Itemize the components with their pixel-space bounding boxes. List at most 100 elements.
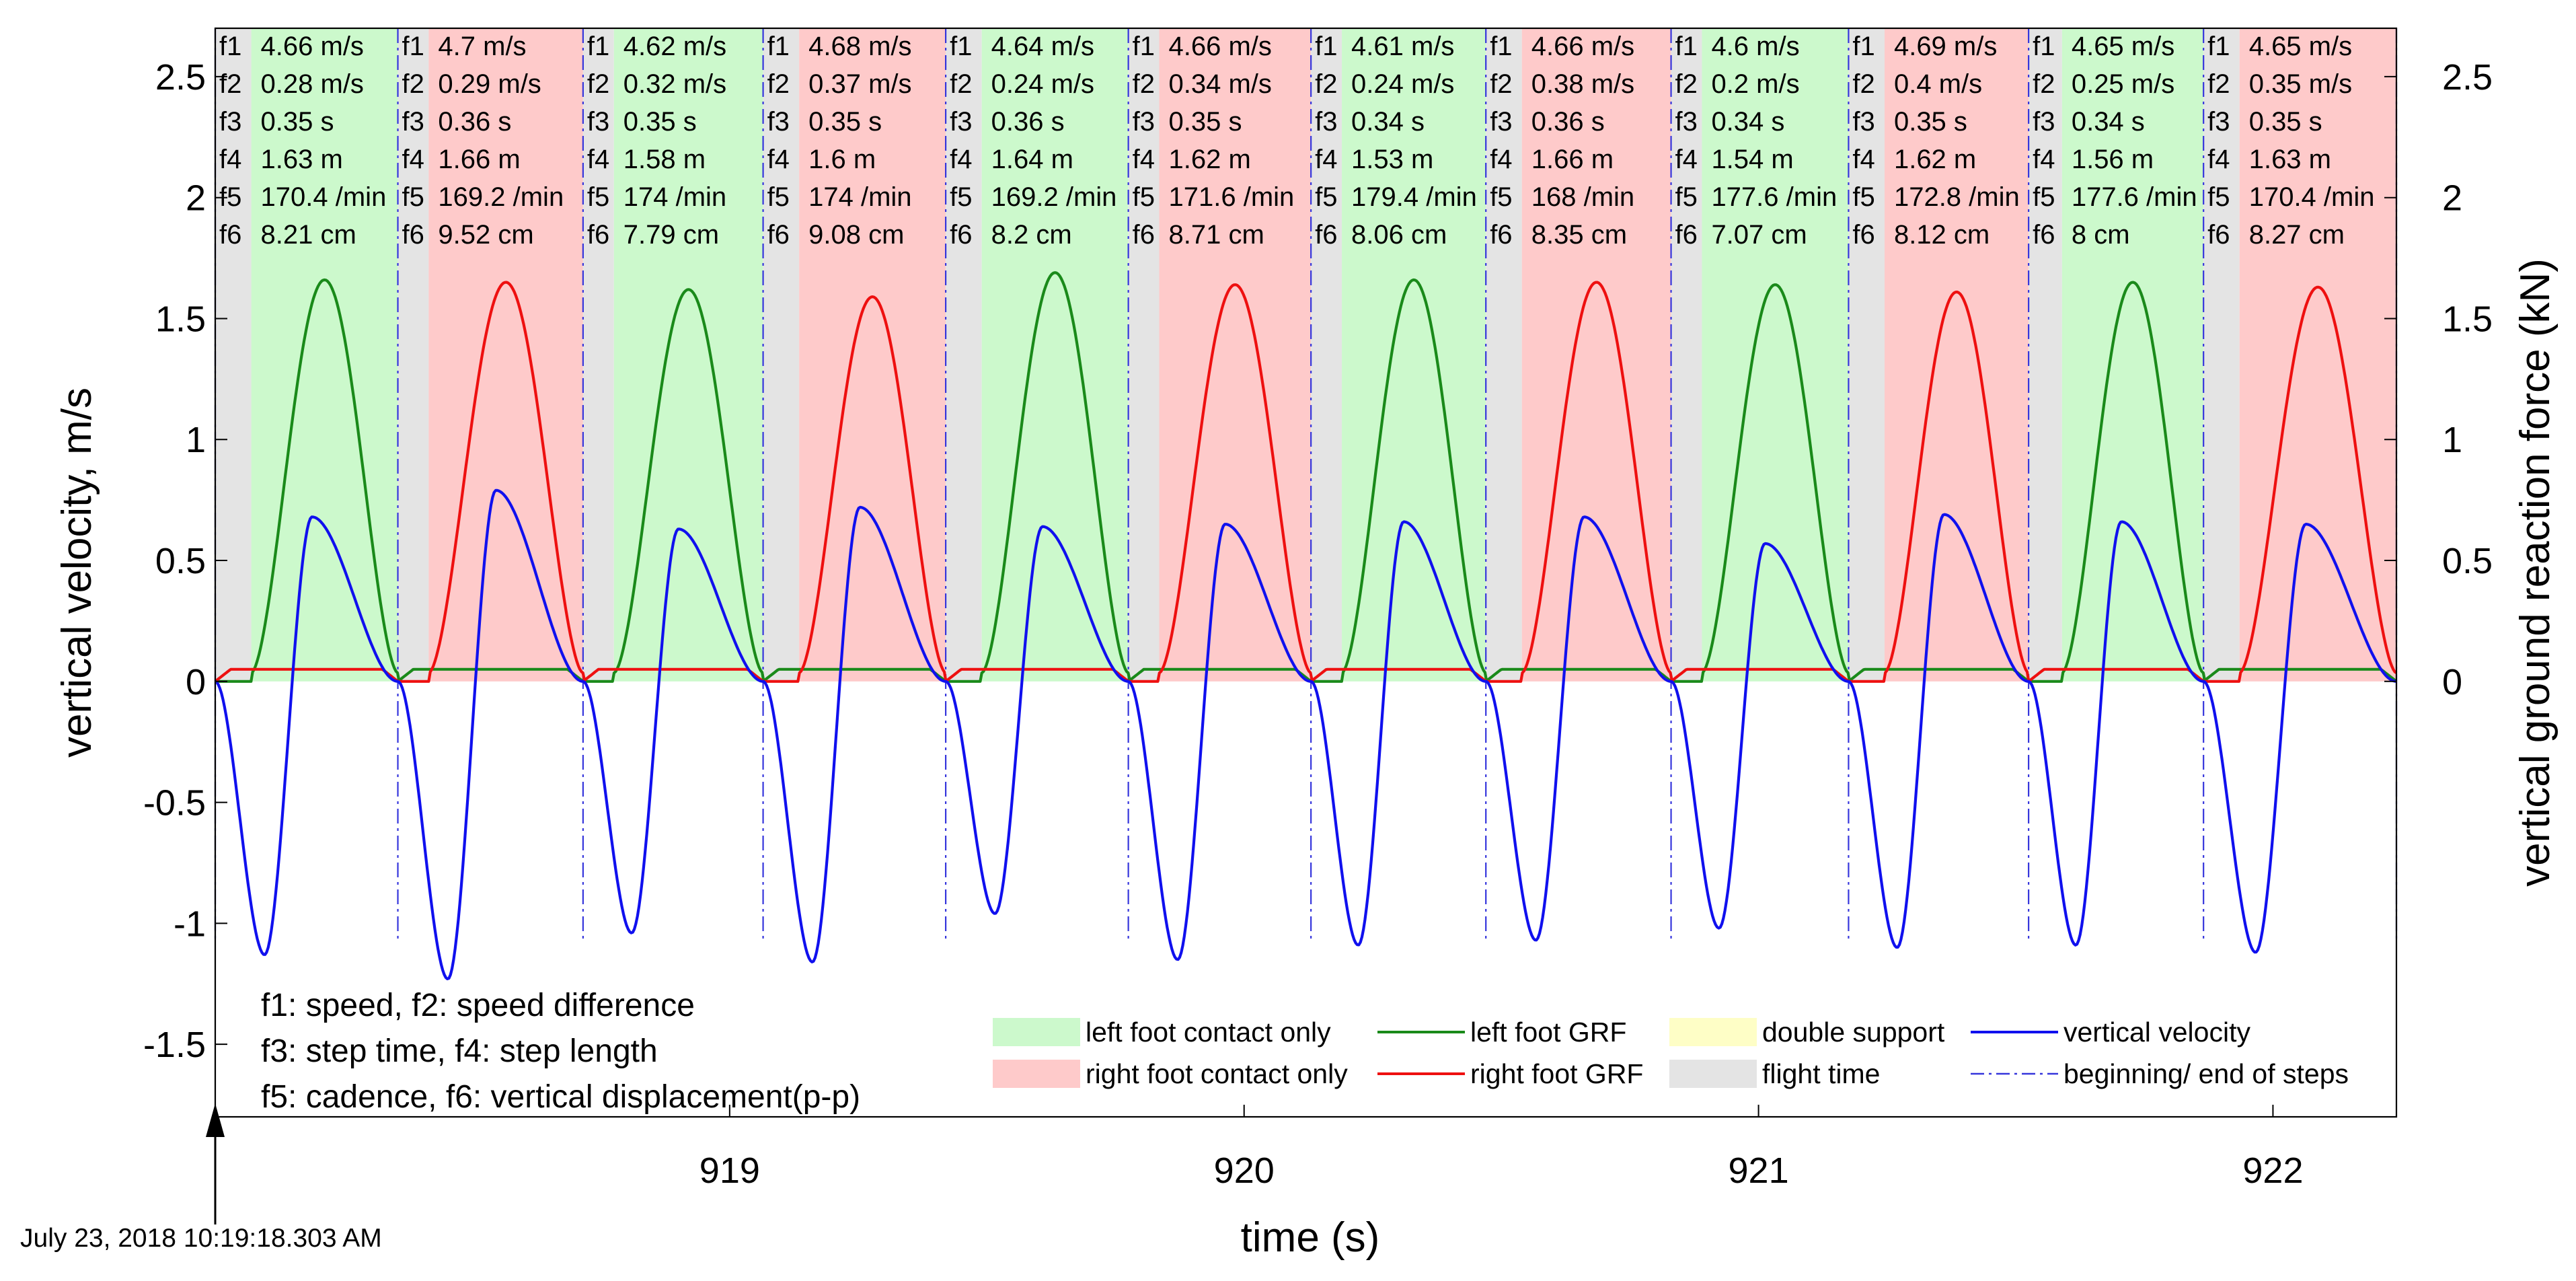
step-4-value-f5: 174 /min xyxy=(808,182,911,212)
step-12-value-f2: 0.35 m/s xyxy=(2249,69,2352,99)
step-6-value-f1: 4.66 m/s xyxy=(1169,32,1272,61)
legend-left-foot-grf-label: left foot GRF xyxy=(1470,1017,1626,1048)
step-1-key-f6: f6 xyxy=(219,220,241,250)
flight-region-5 xyxy=(946,28,982,682)
right-contact-region-2 xyxy=(428,28,583,682)
legend-right-foot-contact-only-swatch xyxy=(993,1060,1080,1088)
step-10-key-f1: f1 xyxy=(1852,32,1874,61)
step-10-key-f6: f6 xyxy=(1852,220,1874,250)
step-7-key-f4: f4 xyxy=(1315,145,1337,174)
flight-region-10 xyxy=(1848,28,1885,682)
flight-region-9 xyxy=(1671,28,1702,682)
step-5-key-f5: f5 xyxy=(950,182,972,212)
step-7-value-f4: 1.53 m xyxy=(1351,145,1433,174)
step-3-value-f3: 0.35 s xyxy=(623,107,697,137)
step-10-value-f6: 8.12 cm xyxy=(1894,220,1990,250)
step-11-value-f1: 4.65 m/s xyxy=(2072,32,2174,61)
step-8-value-f5: 168 /min xyxy=(1531,182,1634,212)
right-contact-region-4 xyxy=(799,28,946,682)
feature-note-3: f5: cadence, f6: vertical displacement(p… xyxy=(261,1079,860,1115)
y-left-tick-label: 2.5 xyxy=(155,57,206,98)
step-5-key-f4: f4 xyxy=(950,145,972,174)
step-2-key-f4: f4 xyxy=(402,145,424,174)
y-right-axis-title: vertical ground reaction force (kN) xyxy=(2512,258,2559,887)
flight-region-1 xyxy=(215,28,252,682)
legend-left-foot-contact-only-label: left foot contact only xyxy=(1086,1017,1331,1048)
step-2-key-f2: f2 xyxy=(402,69,424,99)
step-9-value-f6: 7.07 cm xyxy=(1711,220,1807,250)
step-9-value-f5: 177.6 /min xyxy=(1711,182,1837,212)
left-contact-region-9 xyxy=(1702,28,1849,682)
step-3-key-f1: f1 xyxy=(587,32,609,61)
y-right-tick-label: 0.5 xyxy=(2442,541,2493,581)
right-contact-region-6 xyxy=(1159,28,1312,682)
flight-region-6 xyxy=(1128,28,1160,682)
step-3-value-f6: 7.79 cm xyxy=(623,220,719,250)
step-2-value-f1: 4.7 m/s xyxy=(438,32,526,61)
step-8-key-f2: f2 xyxy=(1490,69,1512,99)
feature-note-2: f3: step time, f4: step length xyxy=(261,1033,658,1069)
step-7-key-f3: f3 xyxy=(1315,107,1337,137)
step-4-value-f3: 0.35 s xyxy=(808,107,882,137)
step-7-value-f3: 0.34 s xyxy=(1351,107,1425,137)
step-10-key-f5: f5 xyxy=(1852,182,1874,212)
step-11-key-f2: f2 xyxy=(2033,69,2055,99)
step-10-value-f4: 1.62 m xyxy=(1894,145,1976,174)
step-5-value-f3: 0.36 s xyxy=(991,107,1065,137)
step-12-value-f3: 0.35 s xyxy=(2249,107,2322,137)
timestamp-marker-arrowhead xyxy=(206,1103,225,1137)
step-1-value-f1: 4.66 m/s xyxy=(261,32,364,61)
step-12-value-f4: 1.63 m xyxy=(2249,145,2331,174)
step-4-value-f1: 4.68 m/s xyxy=(808,32,911,61)
vertical-velocity-line xyxy=(215,488,2397,980)
step-5-value-f4: 1.64 m xyxy=(991,145,1073,174)
step-5-key-f3: f3 xyxy=(950,107,972,137)
step-9-key-f5: f5 xyxy=(1675,182,1698,212)
feature-note-1: f1: speed, f2: speed difference xyxy=(261,988,695,1023)
step-1-value-f3: 0.35 s xyxy=(261,107,334,137)
left-contact-region-1 xyxy=(251,28,398,682)
step-12-value-f1: 4.65 m/s xyxy=(2249,32,2352,61)
y-left-tick-label: 1 xyxy=(186,420,206,460)
step-6-key-f3: f3 xyxy=(1133,107,1155,137)
step-4-key-f5: f5 xyxy=(767,182,790,212)
flight-region-7 xyxy=(1311,28,1342,682)
step-2-value-f3: 0.36 s xyxy=(438,107,511,137)
step-6-key-f2: f2 xyxy=(1133,69,1155,99)
step-12-key-f2: f2 xyxy=(2207,69,2230,99)
step-feature-labels: f1 4.66 m/s f2 0.28 m/s f3 0.35 s f4 1.63 m f5 17… xyxy=(219,32,2374,250)
step-4-key-f3: f3 xyxy=(767,107,790,137)
step-3-value-f4: 1.58 m xyxy=(623,145,706,174)
step-2-value-f2: 0.29 m/s xyxy=(438,69,541,99)
step-9-value-f1: 4.6 m/s xyxy=(1711,32,1799,61)
step-6-key-f5: f5 xyxy=(1133,182,1155,212)
step-6-value-f3: 0.35 s xyxy=(1169,107,1242,137)
step-5-value-f6: 8.2 cm xyxy=(991,220,1072,250)
step-7-key-f2: f2 xyxy=(1315,69,1337,99)
step-7-key-f6: f6 xyxy=(1315,220,1337,250)
flight-region-8 xyxy=(1486,28,1522,682)
step-11-key-f5: f5 xyxy=(2033,182,2055,212)
left-foot-grf-line xyxy=(215,271,2398,683)
x-tick-label: 922 xyxy=(2242,1150,2303,1191)
step-10-value-f2: 0.4 m/s xyxy=(1894,69,1982,99)
y-left-tick-label: 0 xyxy=(186,662,206,702)
step-5-key-f2: f2 xyxy=(950,69,972,99)
left-contact-region-3 xyxy=(613,28,763,682)
legend: left foot contact only left foot GRF doubl… xyxy=(993,1017,2349,1089)
step-4-key-f1: f1 xyxy=(767,32,790,61)
step-9-key-f4: f4 xyxy=(1675,145,1698,174)
x-axis-title: time (s) xyxy=(1241,1214,1380,1261)
left-contact-region-11 xyxy=(2061,28,2204,682)
y-left-tick-label: -1.5 xyxy=(143,1025,206,1065)
y-right-tick-label: 2.5 xyxy=(2442,57,2493,98)
step-8-key-f5: f5 xyxy=(1490,182,1512,212)
step-3-value-f1: 4.62 m/s xyxy=(623,32,726,61)
step-5-key-f1: f1 xyxy=(950,32,972,61)
legend-double-support-swatch xyxy=(1669,1018,1757,1046)
timestamp-label: July 23, 2018 10:19:18.303 AM xyxy=(20,1224,382,1253)
data-series xyxy=(214,271,2398,980)
step-1-key-f3: f3 xyxy=(219,107,241,137)
step-3-value-f2: 0.32 m/s xyxy=(623,69,726,99)
